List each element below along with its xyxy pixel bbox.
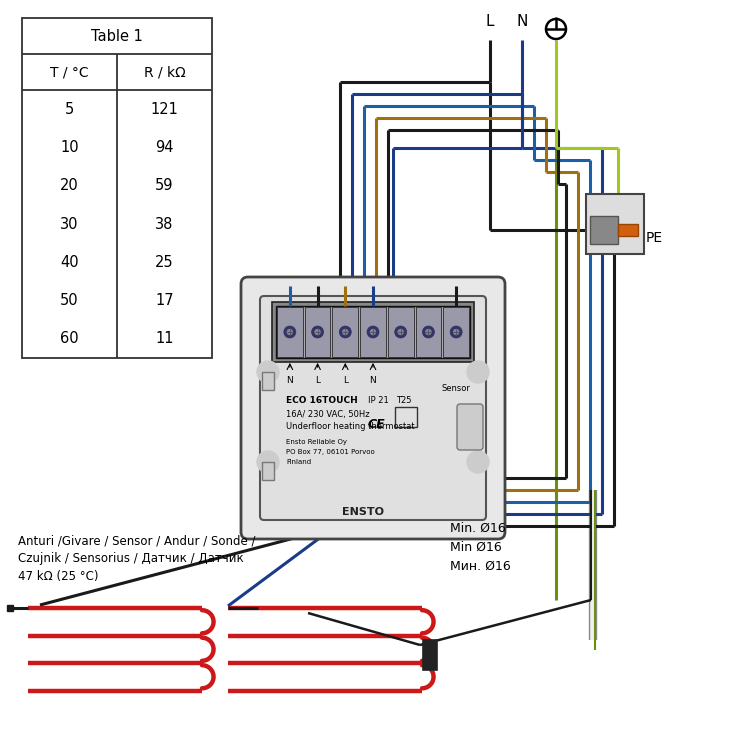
FancyBboxPatch shape	[388, 307, 413, 357]
Circle shape	[311, 326, 324, 338]
Circle shape	[315, 329, 321, 335]
Circle shape	[423, 326, 435, 338]
Text: ECO 16TOUCH: ECO 16TOUCH	[286, 395, 357, 405]
Text: 30: 30	[60, 217, 79, 232]
Circle shape	[467, 361, 489, 383]
Text: Ensto Reliable Oy: Ensto Reliable Oy	[286, 439, 347, 445]
Text: Underfloor heating thermostat: Underfloor heating thermostat	[286, 422, 415, 431]
Text: 60: 60	[60, 332, 79, 346]
Circle shape	[426, 329, 432, 335]
Text: 25: 25	[155, 255, 174, 270]
Circle shape	[342, 329, 349, 335]
Text: Finland: Finland	[286, 459, 311, 465]
Text: PO Box 77, 06101 Porvoo: PO Box 77, 06101 Porvoo	[286, 449, 375, 455]
Text: L: L	[315, 376, 320, 385]
Text: N: N	[286, 376, 293, 385]
Text: R / kΩ: R / kΩ	[144, 65, 186, 79]
Text: Sensor: Sensor	[442, 384, 470, 393]
FancyBboxPatch shape	[618, 224, 638, 236]
FancyBboxPatch shape	[457, 404, 483, 450]
FancyBboxPatch shape	[590, 216, 618, 244]
Circle shape	[398, 329, 404, 335]
Text: L: L	[486, 14, 494, 29]
FancyBboxPatch shape	[333, 307, 358, 357]
Circle shape	[287, 329, 293, 335]
Circle shape	[467, 451, 489, 473]
FancyBboxPatch shape	[262, 372, 274, 390]
Circle shape	[257, 361, 279, 383]
FancyBboxPatch shape	[586, 194, 644, 254]
FancyBboxPatch shape	[443, 307, 469, 357]
Text: T25: T25	[396, 395, 412, 405]
Circle shape	[339, 326, 352, 338]
Circle shape	[450, 326, 462, 338]
Circle shape	[453, 329, 459, 335]
Text: 121: 121	[150, 101, 178, 117]
Text: IP 21: IP 21	[368, 395, 389, 405]
Text: Min. Ø16
Min Ø16
Мин. Ø16: Min. Ø16 Min Ø16 Мин. Ø16	[450, 522, 511, 573]
FancyBboxPatch shape	[272, 302, 474, 362]
Text: Anturi /Givare / Sensor / Andur / Sonde /
Czujnik / Sensorius / Датчик / Датчик
: Anturi /Givare / Sensor / Andur / Sonde …	[18, 534, 255, 583]
FancyBboxPatch shape	[262, 462, 274, 480]
Text: ENSTO: ENSTO	[342, 507, 384, 517]
Text: 20: 20	[60, 178, 79, 193]
Text: 11: 11	[156, 332, 174, 346]
Text: 38: 38	[156, 217, 174, 232]
Text: 16A/ 230 VAC, 50Hz: 16A/ 230 VAC, 50Hz	[286, 409, 370, 419]
FancyBboxPatch shape	[415, 307, 441, 357]
Text: N: N	[370, 376, 377, 385]
FancyBboxPatch shape	[276, 306, 470, 358]
FancyBboxPatch shape	[423, 640, 437, 670]
Text: CE: CE	[368, 417, 385, 431]
Text: 50: 50	[60, 293, 79, 308]
Text: 94: 94	[156, 140, 174, 155]
Text: 10: 10	[60, 140, 79, 155]
Text: N: N	[516, 14, 528, 29]
Circle shape	[367, 326, 379, 338]
FancyBboxPatch shape	[360, 307, 386, 357]
FancyBboxPatch shape	[395, 407, 417, 427]
FancyBboxPatch shape	[260, 296, 486, 520]
Text: Table 1: Table 1	[91, 29, 143, 44]
Circle shape	[284, 326, 296, 338]
Circle shape	[395, 326, 407, 338]
Circle shape	[370, 329, 376, 335]
Text: L: L	[343, 376, 348, 385]
FancyBboxPatch shape	[305, 307, 330, 357]
Text: PE: PE	[646, 231, 663, 245]
Text: 5: 5	[65, 101, 74, 117]
Circle shape	[257, 451, 279, 473]
Text: T / °C: T / °C	[50, 65, 89, 79]
Text: 59: 59	[156, 178, 174, 193]
FancyBboxPatch shape	[241, 277, 505, 539]
FancyBboxPatch shape	[277, 307, 302, 357]
Text: 17: 17	[155, 293, 174, 308]
Text: 40: 40	[60, 255, 79, 270]
